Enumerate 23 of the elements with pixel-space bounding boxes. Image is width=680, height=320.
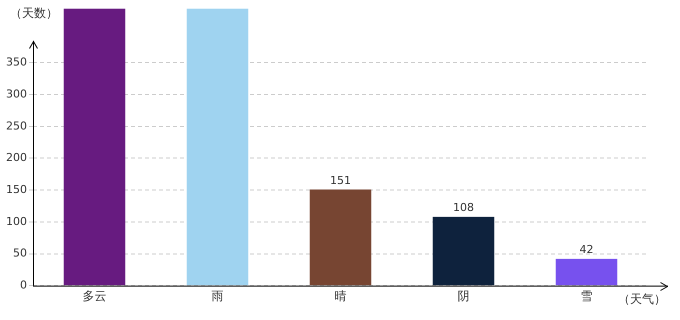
y-tick-label: 300 [6, 87, 27, 100]
y-tick-label: 350 [6, 56, 27, 69]
data-label: 42 [580, 243, 594, 256]
bar [556, 258, 618, 286]
x-tick-label: 雨 [211, 288, 224, 303]
x-tick-label: 雪 [580, 288, 592, 303]
y-tick-label: 250 [6, 119, 27, 132]
y-tick-label: 50 [12, 246, 27, 260]
bar [64, 8, 126, 286]
bar [310, 189, 372, 286]
x-tick-label: 阴 [458, 288, 470, 303]
y-axis-title: （天数） [10, 6, 58, 20]
y-tick-label: 200 [6, 151, 27, 164]
y-tick-label: 0 [20, 278, 27, 292]
data-label: 151 [330, 174, 351, 187]
x-tick-label: 晴 [334, 288, 346, 303]
y-tick-label: 150 [6, 182, 27, 196]
x-tick-label: 多云 [82, 288, 106, 303]
x-axis-title: （天气） [618, 292, 666, 306]
bar [432, 216, 494, 286]
y-tick-label: 100 [6, 214, 27, 228]
data-label: 108 [453, 201, 474, 214]
bar [186, 8, 248, 286]
